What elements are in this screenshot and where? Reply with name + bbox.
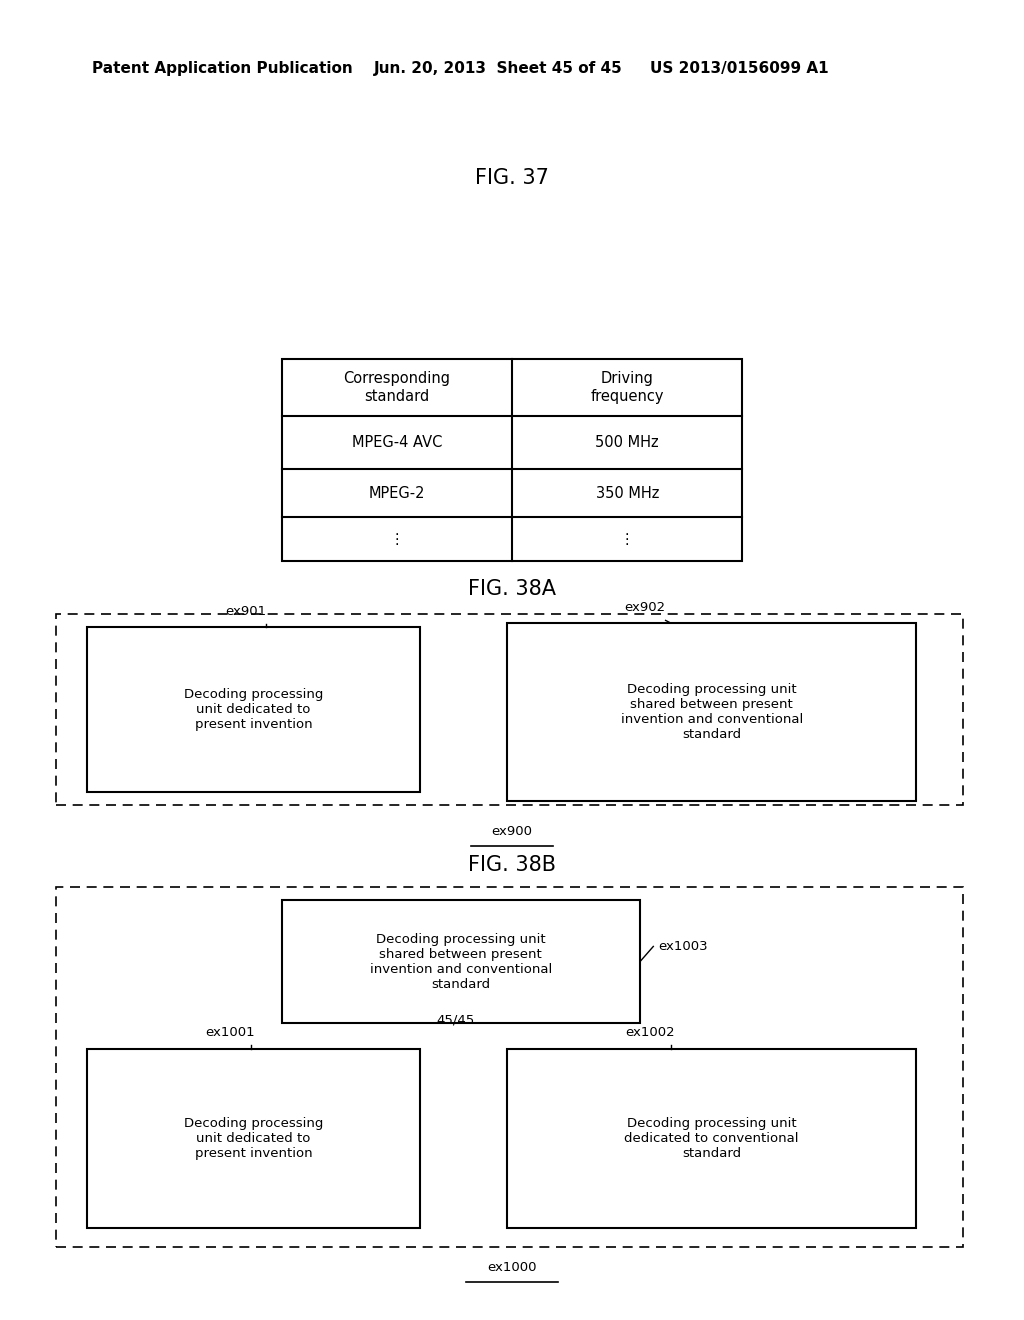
Text: 45/45: 45/45 [436,1014,475,1027]
Bar [87,1049,420,1228]
Bar [87,627,420,792]
Text: MPEG-2: MPEG-2 [369,486,425,500]
Bar [282,359,742,561]
Text: Corresponding
standard: Corresponding standard [343,371,451,404]
Bar [282,900,640,1023]
Text: MPEG-4 AVC: MPEG-4 AVC [351,434,442,450]
Text: ⋮: ⋮ [389,532,404,546]
Text: Driving
frequency: Driving frequency [591,371,664,404]
Text: 350 MHz: 350 MHz [596,486,658,500]
Text: FIG. 38B: FIG. 38B [468,854,556,875]
Text: Decoding processing unit
dedicated to conventional
standard: Decoding processing unit dedicated to co… [625,1117,799,1160]
Text: Decoding processing unit
shared between present
invention and conventional
stand: Decoding processing unit shared between … [621,684,803,741]
Text: 500 MHz: 500 MHz [595,434,659,450]
Text: ex1000: ex1000 [487,1261,537,1274]
Bar [56,887,963,1247]
Text: ex1003: ex1003 [658,940,708,953]
Text: ex900: ex900 [492,825,532,838]
Text: ex902: ex902 [625,601,666,614]
Bar [507,1049,916,1228]
Text: ex1002: ex1002 [626,1026,675,1039]
Text: ⋮: ⋮ [620,532,635,546]
Text: Decoding processing
unit dedicated to
present invention: Decoding processing unit dedicated to pr… [183,1117,324,1160]
Text: Decoding processing unit
shared between present
invention and conventional
stand: Decoding processing unit shared between … [370,933,552,990]
Text: ex901: ex901 [225,605,266,618]
Text: FIG. 38A: FIG. 38A [468,578,556,599]
Text: US 2013/0156099 A1: US 2013/0156099 A1 [650,61,828,77]
Text: Patent Application Publication: Patent Application Publication [92,61,353,77]
Text: Jun. 20, 2013  Sheet 45 of 45: Jun. 20, 2013 Sheet 45 of 45 [374,61,623,77]
Text: Decoding processing
unit dedicated to
present invention: Decoding processing unit dedicated to pr… [183,688,324,731]
Text: ex1001: ex1001 [206,1026,255,1039]
Bar [56,614,963,805]
Bar [507,623,916,801]
Text: FIG. 37: FIG. 37 [475,168,549,189]
